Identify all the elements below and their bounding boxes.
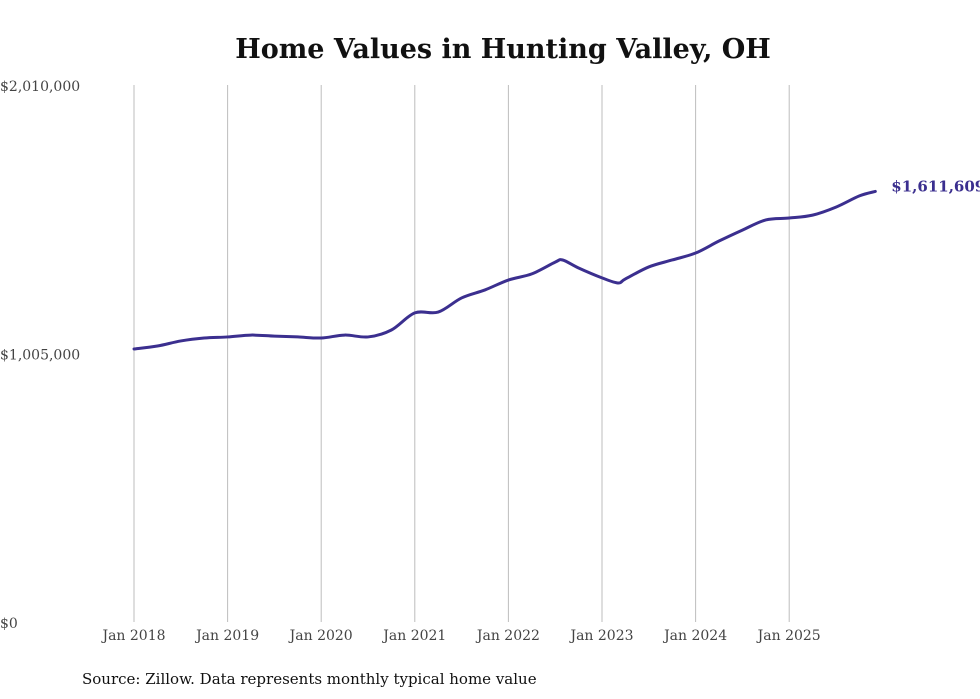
x-tick-label: Jan 2025: [756, 628, 821, 644]
x-tick-label: Jan 2018: [100, 628, 165, 644]
x-tick-label: Jan 2021: [381, 628, 446, 644]
x-tick-label: Jan 2024: [662, 628, 727, 644]
y-tick-label: $2,010,000: [0, 79, 80, 95]
chart-title: Home Values in Hunting Valley, OH: [235, 34, 771, 65]
x-tick-label: Jan 2022: [475, 628, 540, 644]
y-axis: $0 $1,005,000 $2,010,000: [0, 79, 80, 632]
y-tick-label: $1,005,000: [0, 348, 80, 364]
x-tick-label: Jan 2020: [288, 628, 353, 644]
x-tick-label: Jan 2019: [194, 628, 259, 644]
source-note: Source: Zillow. Data represents monthly …: [82, 670, 537, 688]
grid-lines: [133, 85, 790, 622]
y-tick-label: $0: [0, 616, 18, 632]
end-value-label: $1,611,609: [891, 177, 980, 195]
x-axis: Jan 2018 Jan 2019 Jan 2020 Jan 2021 Jan 2022…: [100, 628, 820, 644]
x-tick-label: Jan 2023: [568, 628, 633, 644]
series-line: [132, 189, 877, 351]
